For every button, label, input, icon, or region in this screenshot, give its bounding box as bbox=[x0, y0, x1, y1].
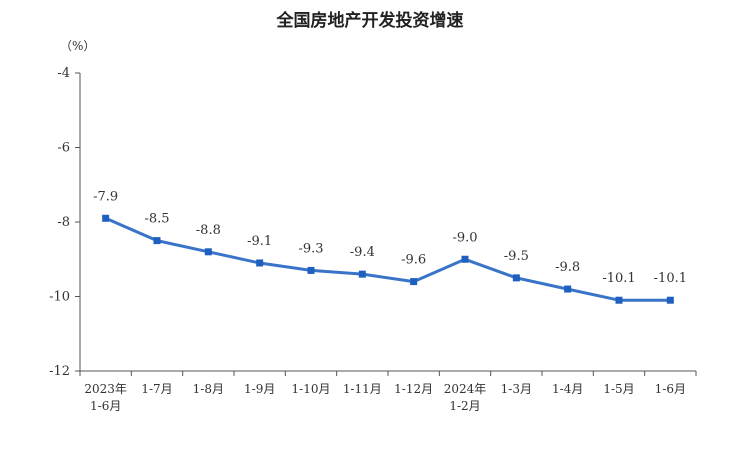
x-tick-label-line: 1-11月 bbox=[343, 382, 382, 396]
x-tick-label-line: 2024年 bbox=[444, 382, 487, 396]
x-tick-label: 1-7月 bbox=[141, 382, 172, 396]
data-label: -10.1 bbox=[602, 271, 635, 286]
data-point bbox=[461, 255, 469, 263]
data-point bbox=[666, 296, 674, 304]
unit-label: （%） bbox=[60, 39, 95, 53]
x-tick-label-line: 1-4月 bbox=[552, 382, 583, 396]
data-point bbox=[564, 285, 572, 293]
x-tick-label: 1-10月 bbox=[292, 382, 331, 396]
data-point bbox=[204, 248, 212, 256]
x-tick-label-line: 1-9月 bbox=[244, 382, 275, 396]
y-tick-label: -10 bbox=[49, 290, 70, 305]
x-tick-label: 1-5月 bbox=[603, 382, 634, 396]
data-point bbox=[358, 270, 366, 278]
data-label: -9.5 bbox=[504, 249, 529, 264]
data-label: -8.8 bbox=[196, 223, 221, 238]
x-tick-label-line: 1-6月 bbox=[90, 399, 121, 413]
y-axis-ticks: -4 -6 -8 -10 -12 bbox=[49, 66, 80, 379]
data-point bbox=[256, 259, 264, 267]
data-label: -9.8 bbox=[555, 260, 580, 275]
series-markers bbox=[102, 214, 674, 304]
data-point bbox=[153, 237, 161, 245]
x-tick-label-line: 1-7月 bbox=[141, 382, 172, 396]
data-point bbox=[615, 296, 623, 304]
x-tick-label-line: 1-6月 bbox=[655, 382, 686, 396]
x-tick-label: 1-12月 bbox=[394, 382, 433, 396]
x-tick-label: 1-11月 bbox=[343, 382, 382, 396]
data-point bbox=[102, 214, 110, 222]
x-tick-label-line: 1-2月 bbox=[449, 399, 480, 413]
data-label: -10.1 bbox=[654, 271, 687, 286]
data-label: -7.9 bbox=[93, 189, 118, 204]
x-tick-label-line: 1-5月 bbox=[603, 382, 634, 396]
x-tick-label: 2023年 1-6月 bbox=[84, 382, 127, 413]
data-labels: -7.9 -8.5 -8.8 -9.1 -9.3 -9.4 -9.6 -9.0 -9.5 -9.8… bbox=[93, 189, 687, 286]
chart-title: 全国房地产开发投资增速 bbox=[276, 10, 464, 31]
data-label: -9.4 bbox=[350, 245, 375, 260]
data-label: -8.5 bbox=[144, 212, 169, 227]
axes bbox=[79, 73, 696, 372]
x-tick-label: 1-4月 bbox=[552, 382, 583, 396]
data-label: -9.0 bbox=[452, 230, 477, 245]
data-point bbox=[307, 266, 315, 274]
x-tick-label-line: 1-12月 bbox=[394, 382, 433, 396]
x-axis-ticks: 2023年 1-6月 1-7月 1-8月 1-9月 1-10月 1-11月 1-12月 2024… bbox=[79, 371, 697, 413]
x-tick-label: 1-8月 bbox=[193, 382, 224, 396]
series-line bbox=[105, 216, 671, 302]
data-label: -9.1 bbox=[247, 234, 272, 249]
y-tick-label: -6 bbox=[57, 141, 70, 156]
data-label: -9.6 bbox=[401, 253, 426, 268]
x-tick-label: 1-6月 bbox=[655, 382, 686, 396]
x-tick-label: 1-3月 bbox=[501, 382, 532, 396]
series-line-path bbox=[105, 216, 671, 302]
x-tick-label-line: 1-10月 bbox=[292, 382, 331, 396]
y-tick-label: -4 bbox=[57, 66, 70, 81]
data-point bbox=[410, 278, 418, 286]
data-label: -9.3 bbox=[298, 241, 323, 256]
data-point bbox=[512, 274, 520, 282]
y-tick-label: -8 bbox=[57, 215, 70, 230]
x-tick-label: 2024年 1-2月 bbox=[444, 382, 487, 413]
x-tick-label: 1-9月 bbox=[244, 382, 275, 396]
x-tick-label-line: 1-8月 bbox=[193, 382, 224, 396]
x-tick-label-line: 1-3月 bbox=[501, 382, 532, 396]
x-tick-label-line: 2023年 bbox=[84, 382, 127, 396]
y-tick-label: -12 bbox=[49, 364, 70, 379]
